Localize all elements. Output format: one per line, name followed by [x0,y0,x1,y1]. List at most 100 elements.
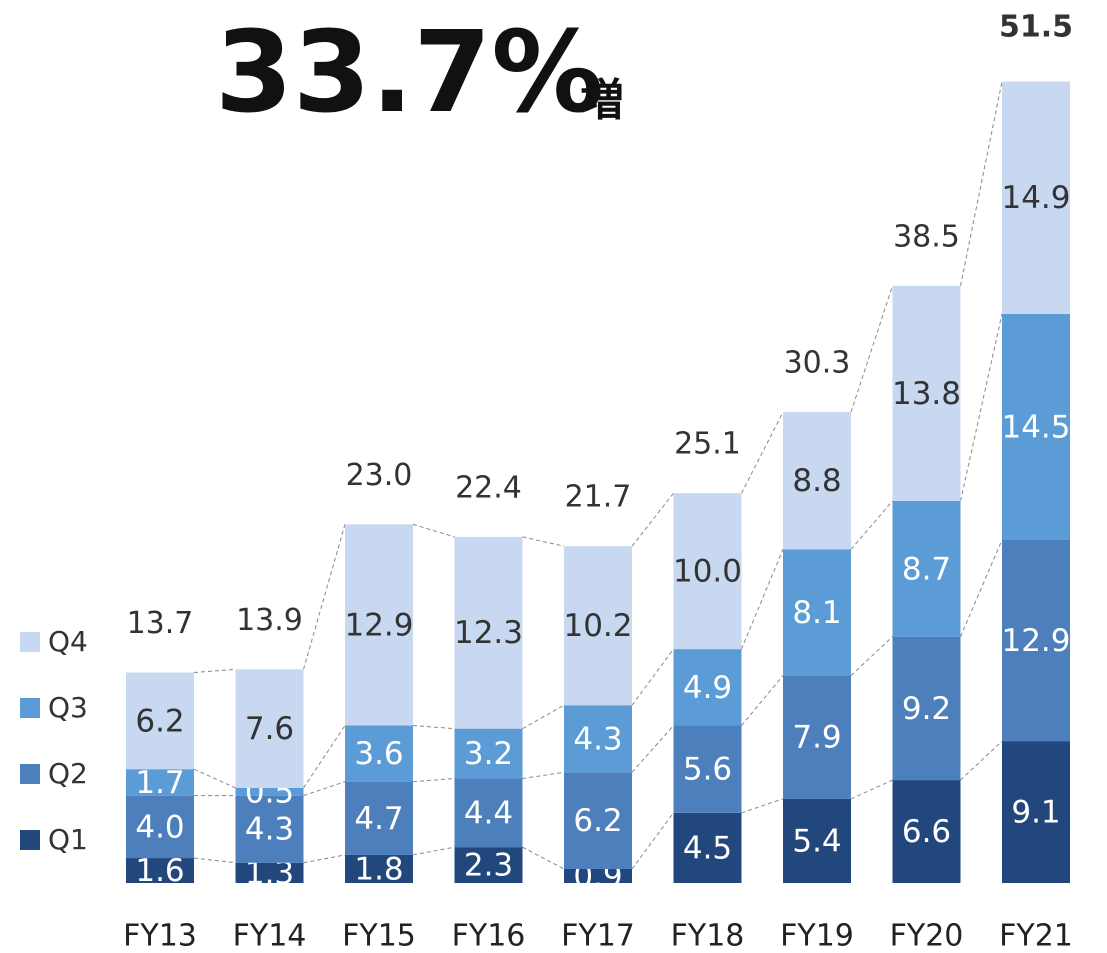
segment-label: 10.2 [563,608,632,644]
segment-label: 9.2 [902,691,951,727]
total-label: 22.4 [455,470,522,505]
connector [522,846,565,870]
segment-label: 7.9 [792,720,841,756]
connector [741,798,784,814]
legend-swatch [20,764,40,784]
bar-segment [235,862,304,883]
connector [960,313,1003,502]
total-label: 23.0 [346,458,413,493]
connector [631,492,674,547]
legend-swatch [20,830,40,850]
bar-segment [892,500,961,637]
x-tick-label: FY15 [342,919,416,953]
bar-segment [673,493,742,650]
bar-segment [783,798,851,883]
segment-label: 12.9 [1001,623,1070,659]
legend-swatch [20,698,40,718]
bar-segment [1002,313,1070,540]
bar-segment [454,536,523,729]
total-label: 21.7 [565,480,632,515]
bar-segment [673,725,742,813]
bar-segment [454,728,523,779]
bar-segment [235,787,304,796]
connector [960,81,1003,286]
segment-label: 2.3 [464,848,513,884]
connector [741,411,784,494]
connector [850,500,893,550]
connector [193,668,236,674]
connector [303,781,346,797]
legend-label: Q3 [48,691,88,724]
bar-segment [892,780,961,883]
bar-segment [783,675,851,799]
bar-segment [454,778,523,848]
bar-segment [1002,539,1070,742]
segment-label: 7.6 [245,711,294,747]
bar-segment [345,781,413,855]
connector [960,539,1003,637]
connector [412,523,455,538]
segment-label: 4.5 [683,830,732,866]
connector [741,675,784,726]
segment-label: 8.1 [792,595,841,631]
x-tick-label: FY13 [123,919,197,953]
total-label: 51.5 [999,10,1073,45]
segment-label: 4.3 [573,721,622,757]
connector [412,846,455,856]
bar-segment [673,812,742,883]
segment-label: 4.3 [245,812,294,848]
segment-label: 3.2 [464,736,513,772]
total-label: 25.1 [674,427,741,462]
bar-segment [564,772,632,869]
connector [522,536,565,547]
segment-label: 6.6 [902,814,951,850]
legend-swatch [20,632,40,652]
segment-label: 4.9 [683,670,732,706]
bar-segment [1002,81,1070,314]
x-tick-label: FY14 [233,919,307,953]
connector [741,549,784,650]
segment-label: 6.2 [135,703,184,739]
segment-label: 5.4 [792,823,841,859]
segment-label: 4.4 [464,795,513,831]
segment-label: 12.9 [344,607,413,643]
bar-segment [783,412,851,550]
connector [303,725,346,789]
segment-label: 14.5 [1001,409,1070,445]
connector [412,725,455,730]
connector [193,857,236,864]
bar-segment [564,546,632,706]
x-tick-label: FY19 [780,919,854,953]
bar-segment [564,705,632,773]
bar-segment [454,847,523,883]
bar-segment [345,725,413,782]
connector [850,636,893,676]
total-label: 13.9 [236,603,303,638]
segment-label: 3.6 [354,736,403,772]
legend-label: Q2 [48,757,88,790]
bar-segment [126,858,194,883]
segment-label: 1.8 [354,851,403,887]
x-tick-label: FY16 [452,919,526,953]
connector [631,648,674,706]
connector [303,524,346,670]
bar-segment [892,636,961,781]
bar-segment [892,285,961,501]
legend-label: Q4 [48,625,88,658]
bar-segment [783,549,851,676]
connector [631,812,674,870]
x-tick-label: FY18 [671,919,745,953]
segment-label: 9.1 [1011,795,1060,831]
bar-segment [345,854,413,883]
bar-segment [345,524,413,726]
x-tick-label: FY17 [561,919,635,953]
bar-segment [673,649,742,726]
headline-suffix: 増 [580,75,624,126]
connector [960,740,1003,781]
bar-segment [126,795,194,859]
connector [193,768,236,789]
bar-segment [564,868,632,883]
connector [850,779,893,800]
connector [412,778,455,783]
